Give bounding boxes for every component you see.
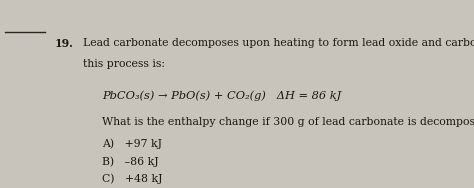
Text: 19.: 19.	[55, 38, 73, 49]
Text: this process is:: this process is:	[83, 59, 165, 69]
Text: A)   +97 kJ: A) +97 kJ	[102, 138, 162, 149]
Text: PbCO₃(s) → PbO(s) + CO₂(g)   ΔH = 86 kJ: PbCO₃(s) → PbO(s) + CO₂(g) ΔH = 86 kJ	[102, 90, 341, 101]
Text: Lead carbonate decomposes upon heating to form lead oxide and carbon dioxide. Th: Lead carbonate decomposes upon heating t…	[83, 38, 474, 48]
Text: C)   +48 kJ: C) +48 kJ	[102, 174, 163, 184]
Text: B)   –86 kJ: B) –86 kJ	[102, 156, 158, 167]
Text: What is the enthalpy change if 300 g of lead carbonate is decomposed?: What is the enthalpy change if 300 g of …	[102, 117, 474, 127]
